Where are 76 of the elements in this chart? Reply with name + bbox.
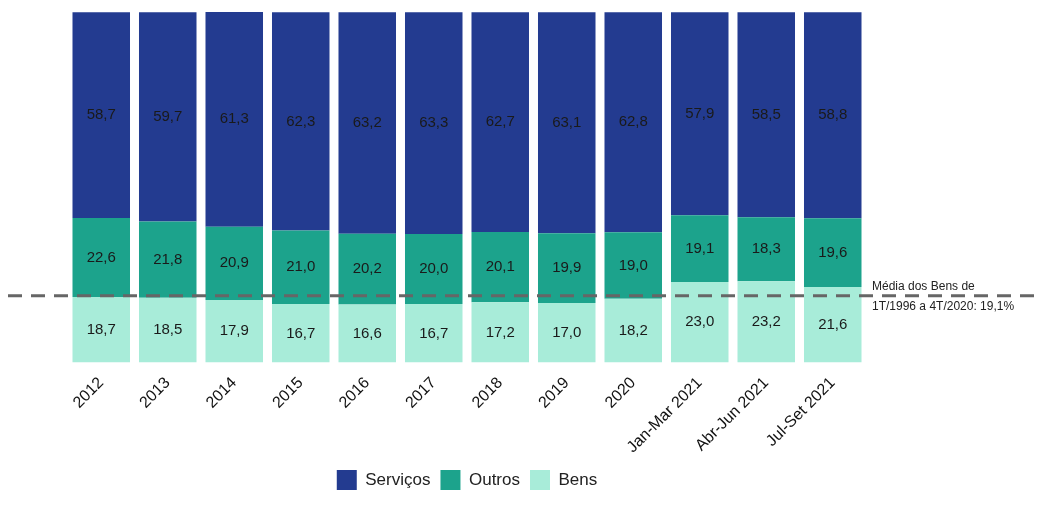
data-label: 18,2 (618, 320, 648, 338)
data-label: 20,9 (219, 253, 249, 271)
data-label: 22,6 (86, 247, 116, 265)
legend-label: Outros (468, 469, 520, 489)
bar (538, 12, 596, 234)
data-label: 58,8 (818, 105, 848, 123)
legend-label: Bens (558, 469, 598, 489)
bar (272, 230, 330, 305)
data-label: 21,0 (286, 257, 316, 275)
bar (737, 12, 796, 218)
data-label: 62,7 (485, 112, 515, 130)
bar (272, 304, 330, 363)
data-label: 17,2 (485, 322, 515, 340)
data-label: 61,3 (219, 109, 249, 127)
data-label: 23,2 (751, 312, 781, 330)
ref-line-label: Média dos Bens de 1T/1996 a 4T/2020: 19,1% (872, 279, 1015, 314)
data-label: 62,8 (618, 112, 648, 130)
data-label: 62,3 (286, 111, 316, 129)
data-label: 20,0 (419, 259, 449, 277)
data-label: 19,9 (552, 258, 582, 276)
bar (72, 217, 131, 298)
data-label: 16,7 (286, 323, 316, 341)
data-label: 20,2 (352, 259, 382, 277)
bar (538, 303, 596, 363)
data-label: 58,7 (86, 105, 116, 123)
data-label: 21,6 (818, 314, 848, 332)
bar (671, 12, 729, 216)
bar (139, 297, 197, 363)
data-label: 63,3 (419, 113, 449, 131)
bar (338, 12, 397, 234)
bar (471, 231, 530, 303)
bar (405, 234, 463, 305)
bar (139, 12, 197, 222)
bar (804, 218, 862, 287)
data-label: 23,0 (685, 312, 715, 330)
bar (471, 302, 530, 363)
data-label: 58,5 (751, 104, 781, 122)
data-label: 59,7 (153, 107, 183, 125)
bar (72, 12, 131, 218)
bar (405, 304, 463, 363)
bar (737, 217, 796, 282)
data-label: 16,7 (419, 323, 449, 341)
bar (538, 233, 596, 304)
data-label: 63,2 (352, 113, 382, 131)
data-label: 18,7 (86, 320, 116, 338)
data-label: 21,8 (153, 249, 183, 267)
data-label: 17,0 (552, 322, 582, 340)
bar (671, 282, 729, 363)
data-label: 18,5 (153, 320, 183, 338)
data-label: 19,1 (685, 238, 715, 256)
data-label: 19,0 (618, 255, 648, 273)
data-label: 20,1 (485, 257, 515, 275)
bar (205, 226, 264, 300)
bar (804, 12, 862, 219)
bar (338, 304, 397, 363)
bar (604, 298, 663, 363)
bar (72, 297, 131, 363)
data-label: 63,1 (552, 113, 582, 130)
bar (671, 215, 729, 283)
legend-label: Serviços (365, 469, 431, 489)
bar (139, 221, 197, 298)
data-label: 17,9 (219, 321, 249, 339)
bar (471, 12, 530, 232)
bar (205, 299, 264, 363)
bar (737, 281, 796, 363)
bar (604, 12, 663, 233)
bar (272, 12, 330, 231)
bar (604, 232, 663, 299)
bar (405, 12, 463, 235)
data-label: 57,9 (685, 103, 715, 121)
bar (804, 286, 862, 363)
data-label: 19,6 (818, 242, 848, 260)
bar (338, 233, 397, 305)
data-label: 16,6 (352, 323, 382, 341)
bar (205, 12, 264, 227)
data-label: 18,3 (751, 239, 781, 257)
